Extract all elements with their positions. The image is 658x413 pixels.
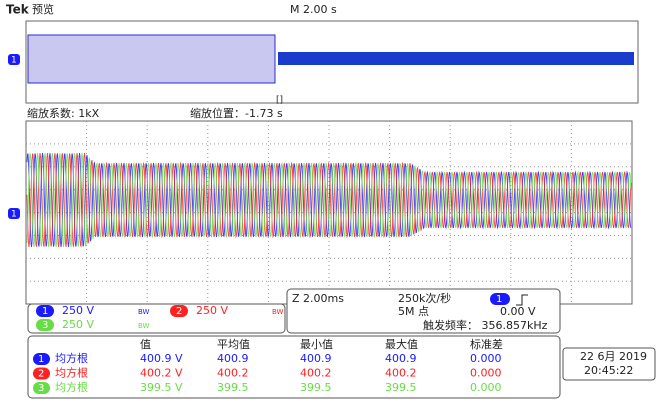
measurement-header: 值: [140, 338, 151, 351]
channel-pill: [36, 305, 54, 317]
measurement-value: 400.9: [300, 352, 332, 365]
measurement-header: 平均值: [217, 338, 250, 351]
trigger-slope-icon: [516, 294, 528, 306]
channel-box: [27, 303, 286, 334]
channel-scale: 250 V: [196, 304, 228, 317]
brand: Tek: [6, 3, 30, 17]
zoom-bracket: []: [276, 96, 283, 106]
time: 20:45:22: [584, 364, 633, 377]
ch1-overview-label: 1: [11, 56, 17, 66]
trigger-channel-pill: [490, 293, 510, 305]
zoom-factor: 缩放系数: 1kX: [27, 106, 100, 120]
measurement-value: 400.9: [217, 352, 249, 365]
measurement-header: 标准差: [470, 337, 503, 351]
record-length: 5M 点: [398, 305, 429, 318]
measurement-value: 0.000: [470, 381, 502, 394]
measurement-value: 400.2: [217, 367, 249, 380]
measurement-value: 399.5 V: [140, 381, 183, 394]
channel-id: 3: [42, 320, 48, 331]
channel-id: 2: [176, 306, 182, 317]
waveform: [26, 152, 632, 248]
channel-pill: [33, 382, 50, 394]
measurement-value: 400.2: [385, 367, 417, 380]
measurement-value: 400.9 V: [140, 352, 183, 365]
measurement-header: 最小值: [300, 338, 333, 351]
measurement-header: 最大值: [385, 337, 418, 351]
measurement-name: 均方根: [55, 380, 88, 394]
measurement-value: 399.5: [385, 381, 417, 394]
row-channel: 1: [38, 354, 44, 365]
measurement-value: 399.5: [217, 381, 249, 394]
sample-rate: 250k次/秒: [398, 291, 451, 305]
overview-trace: [278, 52, 634, 65]
bandwidth-limit: BW: [272, 308, 284, 316]
bandwidth-limit: BW: [138, 308, 150, 316]
channel-id: 1: [42, 306, 48, 317]
ch1-overview-marker: [8, 54, 20, 65]
channel-pill: [33, 353, 50, 365]
trigger-channel: 1: [496, 294, 502, 305]
measurement-value: 0.000: [470, 367, 502, 380]
measurement-box: [27, 335, 561, 399]
trigger-level: 0.00 V: [500, 305, 536, 318]
channel-scale: 250 V: [62, 318, 94, 331]
row-channel: 3: [38, 383, 44, 394]
channel-pill: [36, 319, 54, 331]
waveform: [26, 152, 632, 248]
overview-zoomed-region: [27, 34, 276, 84]
measurement-value: 400.2: [300, 367, 332, 380]
bandwidth-limit: BW: [138, 322, 150, 330]
measurement-value: 399.5: [300, 381, 332, 394]
measurement-name: 均方根: [55, 366, 88, 380]
channel-pill: [170, 305, 188, 317]
channel-scale: 250 V: [62, 304, 94, 317]
mode: 预览: [32, 2, 54, 16]
zoom-time: Z 2.00ms: [292, 292, 344, 305]
row-channel: 2: [38, 369, 44, 380]
ch1-ground-label: 1: [11, 210, 17, 220]
measurement-value: 0.000: [470, 352, 502, 365]
measurement-name: 均方根: [55, 351, 88, 365]
waveforms: [26, 152, 632, 248]
zoom-position: 缩放位置：-1.73 s: [190, 106, 283, 120]
date: 22 6月 2019: [580, 350, 647, 363]
measurement-value: 400.9: [385, 352, 417, 365]
ch1-ground-marker: [8, 208, 20, 219]
clock-box: [562, 347, 656, 381]
timebase: M 2.00 s: [290, 3, 337, 16]
trigger-frequency: 触发频率： 356.857kHz: [423, 318, 548, 332]
measurement-value: 400.2 V: [140, 367, 183, 380]
channel-pill: [33, 367, 50, 380]
